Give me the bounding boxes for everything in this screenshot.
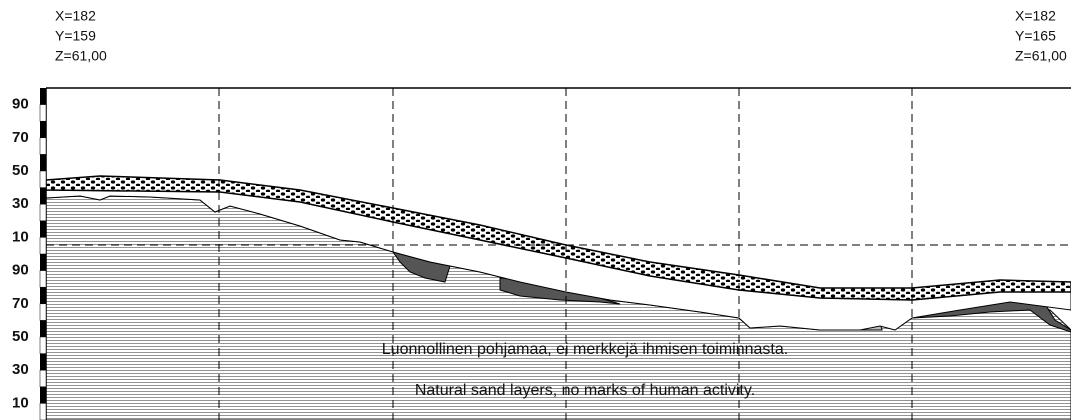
notes: Luonnollinen pohjamaa, ei merkkejä ihmis… [382, 341, 788, 399]
scale-labels: 90 70 50 30 10 90 70 50 30 10 [12, 96, 29, 412]
scale-segment [40, 254, 46, 271]
scale-segment [39, 369, 47, 388]
scale-label: 30 [12, 361, 29, 378]
scale-segment [39, 203, 47, 222]
scale-segment [39, 237, 47, 255]
scale-segment [39, 170, 47, 188]
scale-segment [40, 287, 46, 304]
profile [46, 88, 1071, 420]
scale-segment [39, 270, 47, 288]
scale-bar [39, 88, 47, 420]
coordinate: Z=61,00 [55, 48, 107, 64]
scale-label: 10 [12, 394, 29, 411]
gravel-layer [46, 175, 1071, 301]
scale-segment [39, 303, 47, 321]
coordinates: X=182 Y=159 Z=61,00 X=182 Y=165 Z=61,00 [55, 8, 1067, 64]
scale-segment [39, 104, 47, 122]
coordinate: X=182 [1015, 8, 1056, 24]
scale-label: 30 [12, 195, 29, 212]
scale-segment [40, 220, 46, 238]
scale-label: 90 [12, 262, 29, 279]
scale-segment [40, 88, 46, 105]
scale-segment [39, 336, 47, 354]
scale-label: 50 [12, 328, 29, 345]
note: Luonnollinen pohjamaa, ei merkkejä ihmis… [382, 341, 788, 358]
scale-label: 10 [12, 228, 29, 245]
note: Natural sand layers, no marks of human a… [415, 382, 755, 399]
scale-label: 90 [12, 96, 29, 113]
scale-segment [40, 121, 46, 138]
scale-segment [40, 154, 46, 171]
scale-label: 70 [12, 129, 29, 146]
scale-segment [40, 353, 46, 371]
coordinate: Y=165 [1015, 28, 1056, 44]
coordinate: Z=61,00 [1015, 48, 1067, 64]
coordinate: Y=159 [55, 28, 96, 44]
scale-segment [40, 187, 46, 205]
coordinate: X=182 [55, 8, 96, 24]
scale-segment [40, 386, 46, 404]
grid [46, 88, 1071, 420]
scale-segment [39, 403, 47, 420]
scale-segment [39, 137, 47, 155]
scale-label: 70 [12, 295, 29, 312]
scale-label: 50 [12, 162, 29, 179]
scale-segment [40, 320, 46, 337]
